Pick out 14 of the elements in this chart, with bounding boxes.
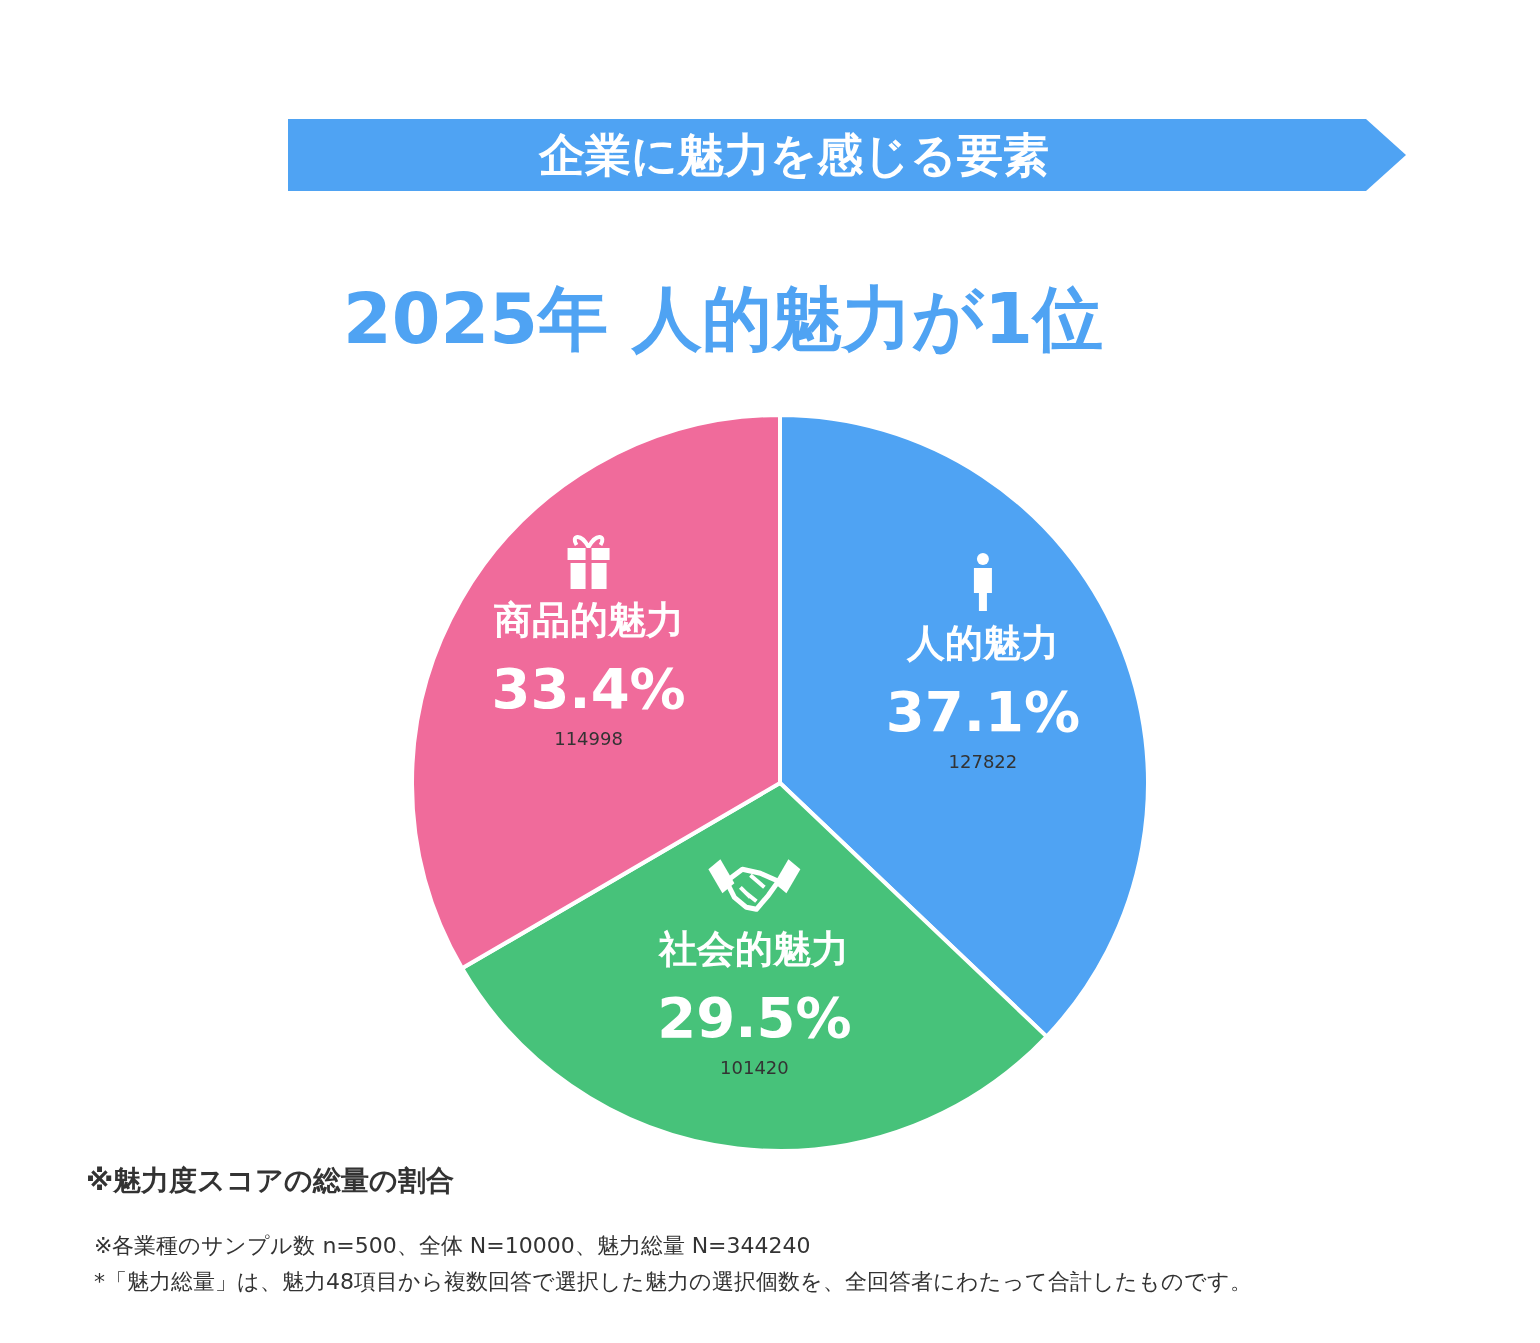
- chart-title: 企業に魅力を感じる要素: [538, 128, 1049, 182]
- slice-label: 人的魅力: [905, 620, 1059, 665]
- text: 114998: [554, 728, 623, 749]
- legend-label: 商品的魅力: [493, 598, 684, 642]
- text: ※各業種のサンプル数 n=500、全体 N=10000、魅力総量 N=344240: [94, 1233, 811, 1258]
- data-label: 29.5%: [657, 985, 852, 1051]
- slice-label: 社会的魅力: [658, 927, 850, 972]
- data-label: 33.4%: [491, 656, 686, 721]
- text: 127822: [948, 750, 1018, 772]
- chart-subtitle: 2025年 人的魅力が1位: [343, 278, 1103, 360]
- text: 101420: [720, 1057, 789, 1079]
- data-label: 37.1%: [885, 678, 1081, 744]
- text: ※魅力度スコアの総量の割合: [86, 1164, 455, 1197]
- text: *「魅力総量」は、魅力48項目から複数回答で選択した魅力の選択個数を、全回答者にわたって合計したものです。: [94, 1269, 1252, 1294]
